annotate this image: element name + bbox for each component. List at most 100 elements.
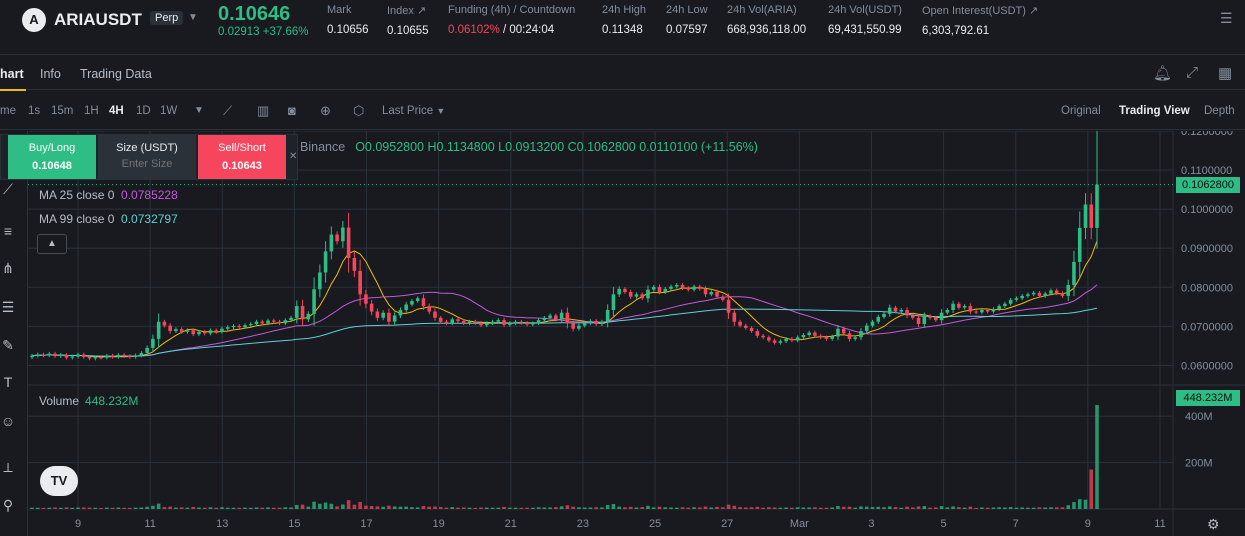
expand-icon[interactable]: ⤢ — [1186, 64, 1199, 81]
volume-tick-label: 400M — [1185, 411, 1213, 423]
text-tool-icon[interactable]: T — [3, 374, 13, 390]
tab-trading-data[interactable]: Trading Data — [80, 67, 152, 81]
ma99-legend[interactable]: MA 99 close 0 0.0732797 — [39, 212, 178, 226]
settings-sliders-icon[interactable]: ☰ — [1220, 10, 1233, 26]
interval-dropdown-icon[interactable]: ▼ — [194, 105, 204, 116]
candle-body — [404, 304, 408, 310]
emoji-icon[interactable]: ☺ — [0, 413, 16, 429]
price-type-select[interactable]: Last Price ▼ — [382, 105, 445, 117]
tab-info[interactable]: Info — [40, 67, 61, 81]
volume-bar — [623, 507, 627, 509]
volume-legend: Volume 448.232M — [39, 394, 138, 408]
volume-bar — [174, 507, 178, 509]
volume-bar — [191, 507, 195, 509]
volume-bar — [1089, 469, 1094, 509]
interval-1s[interactable]: 1s — [28, 105, 41, 117]
candle-body — [41, 354, 46, 356]
stat-label: Open Interest(USDT) ↗ — [922, 5, 1039, 17]
interval-4h[interactable]: 4H — [109, 105, 124, 117]
volume-bar — [657, 506, 662, 509]
brush-icon[interactable]: ✎ — [2, 337, 14, 353]
volume-bar — [162, 507, 167, 509]
horizontal-lines-icon[interactable]: ≡ — [3, 223, 13, 239]
fib-icon[interactable]: ☰ — [1, 299, 15, 315]
volume-bar — [761, 507, 765, 509]
sell-short-button[interactable]: Sell/Short 0.10643 — [198, 135, 286, 179]
candle-body — [669, 286, 673, 289]
candle-body — [467, 321, 472, 324]
view-original[interactable]: Original — [1061, 105, 1101, 117]
node-path-icon[interactable]: ⋔ — [2, 260, 14, 276]
candle-body — [220, 328, 224, 332]
candle-body — [421, 298, 426, 307]
stat-open-interest[interactable]: Open Interest(USDT) ↗ 6,303,792.61 — [922, 4, 1038, 37]
interval-1h[interactable]: 1H — [84, 105, 99, 117]
tab-chart[interactable]: hart — [0, 67, 24, 81]
candle-body — [1054, 290, 1059, 294]
volume-bar — [997, 507, 1001, 509]
view-depth[interactable]: Depth — [1204, 105, 1235, 117]
volume-bar — [876, 506, 881, 509]
volume-bar — [479, 507, 483, 509]
hexagon-settings-icon[interactable]: ⬡ — [353, 103, 365, 118]
interval-1w[interactable]: 1W — [160, 105, 178, 117]
volume-tick-label: 200M — [1185, 458, 1213, 470]
layout-grid-icon[interactable]: ▦ — [1218, 65, 1233, 82]
bell-icon[interactable]: 🔔︎ — [1153, 65, 1173, 82]
volume-bar — [513, 507, 518, 509]
camera-icon[interactable]: ◙ — [288, 103, 296, 118]
add-indicator-icon[interactable]: ⊕ — [320, 103, 331, 118]
volume-bar — [133, 507, 138, 509]
candle-body — [536, 320, 541, 324]
candle-body — [772, 340, 777, 343]
candle-body — [254, 321, 259, 325]
candle-body — [271, 320, 276, 322]
volume-bar — [1066, 505, 1071, 509]
candle-body — [133, 355, 138, 357]
buy-long-button[interactable]: Buy/Long 0.10648 — [8, 135, 96, 179]
interval-1d[interactable]: 1D — [136, 105, 151, 117]
chevron-down-icon[interactable]: ▼ — [188, 12, 198, 23]
candlestick-chart[interactable]: 0.1200000 0.1100000 0.1000000 0.0900000 0.08… — [28, 131, 1245, 536]
candle-body — [156, 321, 161, 339]
time-button[interactable]: me — [0, 105, 16, 117]
candle-body — [162, 321, 167, 326]
zoom-icon[interactable]: ⚲ — [2, 497, 14, 513]
interval-15m[interactable]: 15m — [51, 105, 74, 117]
candle-body — [456, 319, 460, 321]
volume-bar — [772, 507, 777, 509]
candle-body — [484, 323, 489, 326]
candle-body — [1003, 303, 1007, 307]
trend-line-icon[interactable]: ⟋ — [3, 181, 13, 197]
collapse-legend-button[interactable]: ▲ — [37, 234, 67, 254]
volume-bar — [369, 506, 374, 509]
candle-body — [588, 320, 593, 324]
candle-body — [697, 286, 702, 289]
stat-index[interactable]: Index ↗ 0.10655 — [387, 4, 429, 37]
volume-bar — [853, 507, 858, 509]
candle-body — [899, 309, 904, 312]
close-icon[interactable]: ✕ — [289, 151, 298, 162]
candle-body — [628, 291, 633, 297]
candle-body — [427, 306, 432, 312]
ruler-icon[interactable]: ⟂ — [3, 459, 13, 475]
ma25-legend[interactable]: MA 25 close 0 0.0785228 — [39, 188, 178, 202]
chart-settings-gear-icon[interactable]: ⚙ — [1207, 516, 1220, 532]
candle-body — [231, 325, 236, 328]
stat-label: Mark — [327, 4, 352, 16]
candle-body — [87, 356, 92, 359]
candle-body — [341, 227, 345, 242]
indicator-icon[interactable]: ⟋ — [223, 103, 233, 118]
candle-body — [554, 315, 558, 320]
candle-body — [864, 325, 869, 332]
candle-body — [680, 284, 685, 289]
view-trading-view[interactable]: Trading View — [1119, 105, 1190, 117]
volume-bar — [1083, 499, 1088, 509]
size-input[interactable] — [107, 158, 187, 170]
ticker-bar: A ARIAUSDT Perp ▼ 0.10646 0.02913 +37.66… — [0, 0, 1245, 48]
stat-value: 69,431,550.99 — [828, 24, 902, 36]
candle-body — [392, 315, 397, 322]
symbol-name[interactable]: ARIAUSDT — [54, 10, 142, 29]
volume-bar — [882, 507, 886, 509]
candle-type-icon[interactable]: ▥ — [257, 103, 270, 118]
